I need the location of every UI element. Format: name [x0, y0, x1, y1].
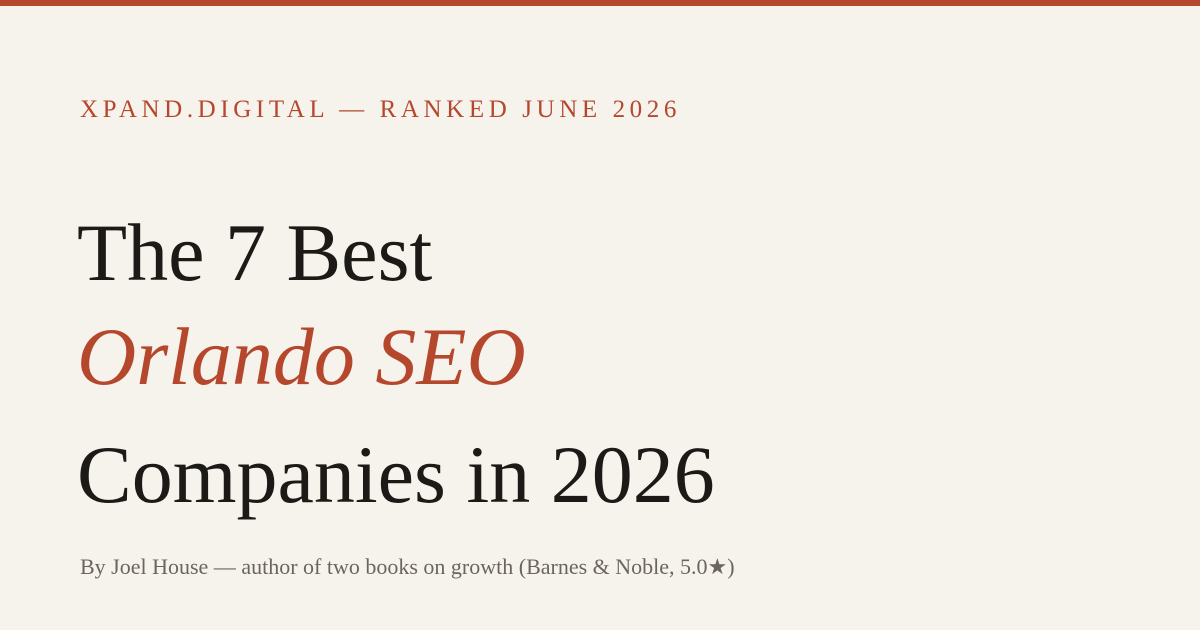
eyebrow: XPAND.DIGITAL — RANKED JUNE 2026: [80, 96, 681, 123]
title-highlight: Orlando SEO: [77, 311, 526, 402]
top-bar: [0, 0, 1200, 6]
byline: By Joel House — author of two books on g…: [80, 554, 735, 579]
title-line: Companies in 2026: [77, 429, 715, 520]
title-line: The 7 Best: [77, 207, 433, 298]
